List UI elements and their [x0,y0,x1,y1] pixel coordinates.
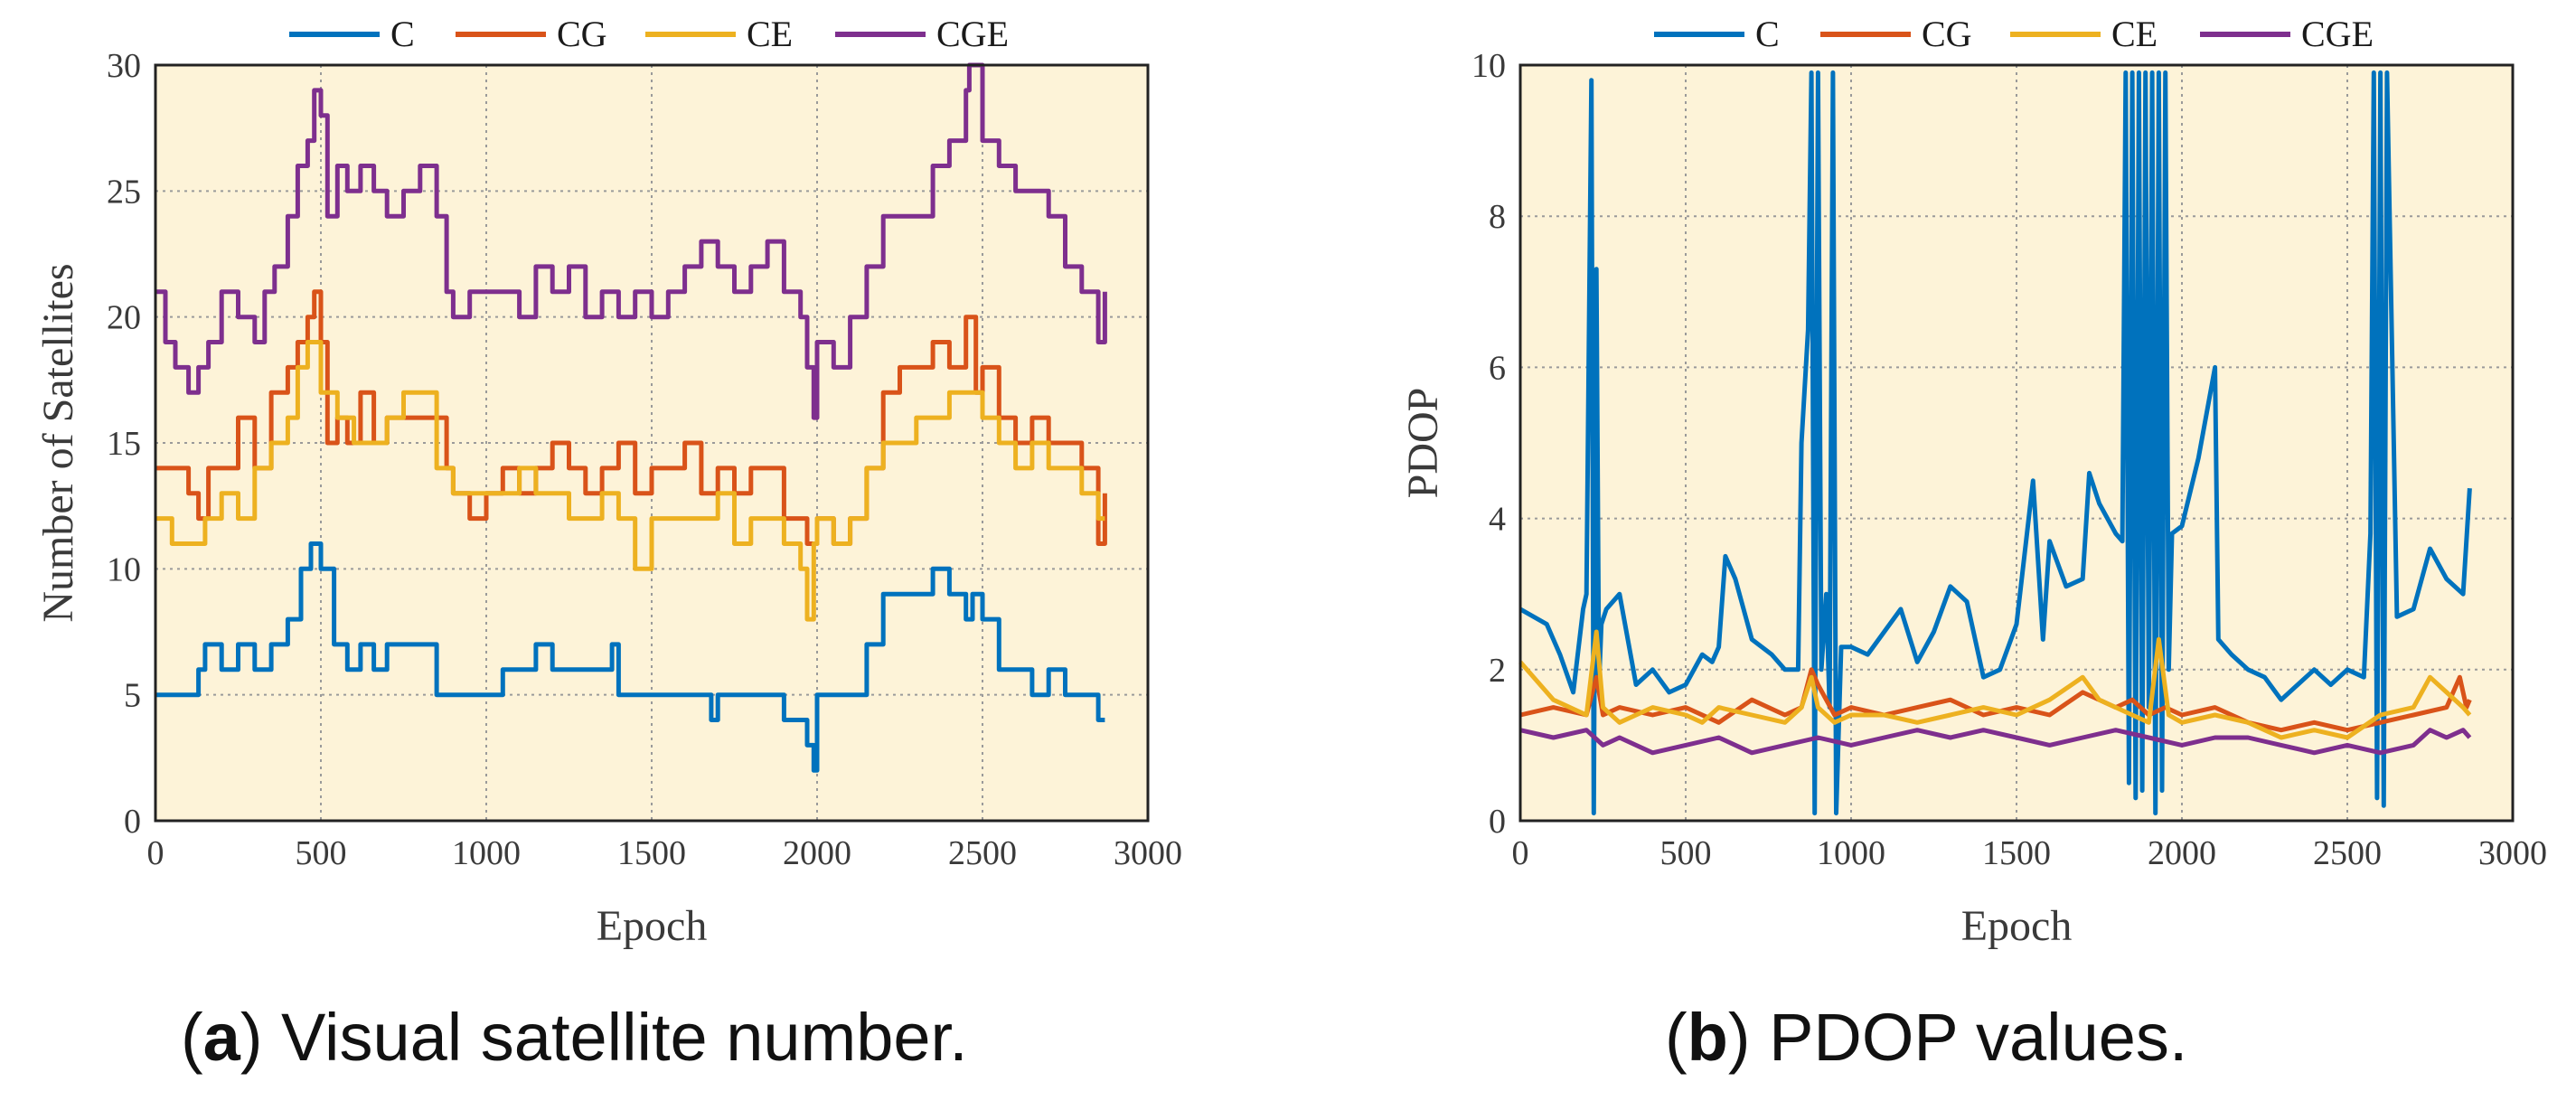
chart-b-series [1518,70,2472,816]
chart-b-xtick-label: 2500 [2313,834,2382,872]
chart-a-ytick-label: 30 [107,47,141,85]
chart-b-series-c [1518,70,2472,816]
chart-a-frame [154,63,1150,823]
legend-label-cg: CG [1922,14,1972,54]
caption-a-text: Visual satellite number. [262,1000,968,1075]
chart-b-ytick-label: 8 [1489,198,1506,236]
chart-b-ticks: 0 500 1000 1500 2000 2500 3000 0 2 4 6 8 10 [1471,47,2547,872]
legend-label-ce: CE [2111,14,2158,54]
chart-a-xtick-label: 0 [147,834,165,872]
chart-b-frame [1518,63,2515,823]
chart-b-series-cge [1519,728,2472,756]
chart-b-legend: C CG CE CGE [1654,14,2374,54]
caption-b-open: ( [1665,1000,1688,1075]
chart-a-xtick-label: 1500 [617,834,686,872]
chart-a-ytick-label: 25 [107,173,141,211]
legend-label-ce: CE [747,14,793,54]
caption-b: (b) PDOP values. [1665,999,2187,1076]
caption-b-letter: b [1687,1000,1728,1075]
legend-label-c: C [390,14,415,54]
chart-b-xtick-label: 0 [1512,834,1529,872]
caption-a: (a) Visual satellite number. [181,999,968,1076]
chart-a-xtick-label: 2500 [948,834,1017,872]
chart-b-xtick-label: 1500 [1982,834,2051,872]
chart-b-xtick-label: 3000 [2478,834,2547,872]
chart-a-series-c [155,541,1105,773]
chart-b-ytick-label: 0 [1489,803,1506,841]
chart-b: 0 500 1000 1500 2000 2500 3000 0 2 4 6 8 10 Epoch PD… [1399,14,2547,950]
chart-a-xtick-label: 3000 [1114,834,1182,872]
chart-b-ytick-label: 2 [1489,652,1506,690]
chart-b-xlabel: Epoch [1961,902,2073,950]
chart-b-series-ce [1518,629,2472,740]
chart-a: 0 500 1000 1500 2000 2500 3000 0 5 10 15 20 25 30 Epo… [34,14,1182,950]
chart-a-series [155,62,1107,773]
chart-a-series-cg [155,289,1107,546]
caption-a-close: ) [240,1000,263,1075]
chart-b-xtick-label: 2000 [2148,834,2216,872]
legend-label-cge: CGE [2301,14,2374,54]
chart-b-ytick-label: 6 [1489,349,1506,387]
chart-a-series-cge [155,62,1107,420]
chart-b-xtick-label: 500 [1660,834,1712,872]
chart-b-ytick-label: 4 [1489,501,1506,539]
legend-label-cge: CGE [936,14,1009,54]
chart-a-ytick-label: 5 [124,677,141,715]
chart-a-ytick-label: 15 [107,425,141,463]
chart-a-xtick-label: 500 [296,834,347,872]
chart-b-ylabel: PDOP [1399,388,1447,499]
chart-a-ticks: 0 500 1000 1500 2000 2500 3000 0 5 10 15 20 25 30 [107,47,1182,872]
legend-label-cg: CG [557,14,607,54]
legend-label-c: C [1755,14,1780,54]
chart-a-xtick-label: 2000 [783,834,851,872]
caption-a-letter: a [202,1000,240,1075]
caption-b-text: PDOP values. [1750,1000,2188,1075]
chart-a-xlabel: Epoch [597,902,708,950]
chart-a-ylabel: Number of Satellites [34,263,82,622]
chart-a-ytick-label: 10 [107,550,141,588]
chart-b-series-cg [1519,667,2472,733]
chart-a-ytick-label: 0 [124,803,141,841]
chart-a-series-ce [155,340,1105,622]
caption-a-open: ( [181,1000,203,1075]
chart-a-xtick-label: 1000 [452,834,521,872]
chart-a-ytick-label: 20 [107,299,141,337]
caption-b-close: ) [1727,1000,1751,1075]
chart-a-legend: C CG CE CGE [289,14,1009,54]
chart-b-ytick-label: 10 [1471,47,1506,85]
chart-b-xtick-label: 1000 [1817,834,1885,872]
